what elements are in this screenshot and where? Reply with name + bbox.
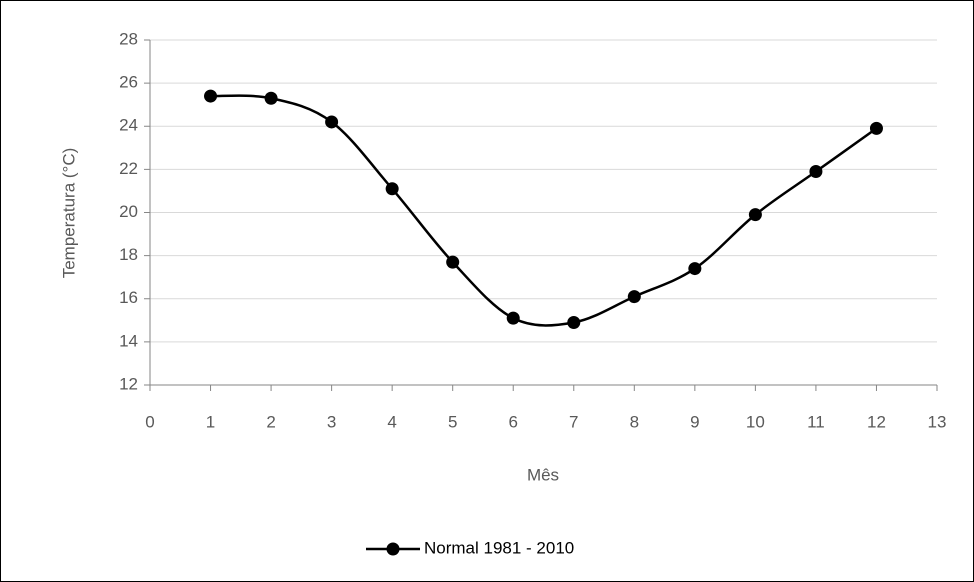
y-tick-label: 22	[119, 159, 138, 178]
y-tick-label: 26	[119, 73, 138, 92]
y-tick-label: 16	[119, 288, 138, 307]
y-tick-label: 28	[119, 29, 138, 48]
data-point	[567, 315, 581, 329]
x-tick-label: 2	[266, 412, 275, 431]
x-tick-label: 0	[145, 412, 154, 431]
x-axis-label: Mês	[527, 465, 559, 484]
y-tick-label: 24	[119, 116, 138, 135]
data-point	[385, 182, 399, 196]
legend-marker	[386, 542, 400, 556]
x-tick-label: 12	[867, 412, 886, 431]
data-point	[748, 208, 762, 222]
legend-label: Normal 1981 - 2010	[424, 538, 574, 557]
x-tick-label: 13	[928, 412, 947, 431]
data-point	[506, 311, 520, 325]
data-point	[688, 262, 702, 276]
data-point	[809, 165, 823, 179]
x-tick-label: 9	[690, 412, 699, 431]
x-tick-label: 11	[807, 412, 825, 431]
y-tick-label: 18	[119, 245, 138, 264]
y-axis-label: Temperatura (°C)	[59, 148, 78, 279]
y-tick-label: 12	[119, 374, 138, 393]
data-point	[204, 89, 218, 103]
y-tick-label: 20	[119, 202, 138, 221]
y-tick-label: 14	[119, 331, 138, 350]
data-point	[446, 255, 460, 269]
data-point	[869, 121, 883, 135]
data-point	[627, 290, 641, 304]
x-tick-label: 3	[327, 412, 336, 431]
x-tick-label: 8	[630, 412, 639, 431]
x-tick-label: 1	[206, 412, 215, 431]
x-tick-label: 10	[746, 412, 765, 431]
x-tick-label: 7	[569, 412, 578, 431]
x-tick-label: 6	[508, 412, 517, 431]
x-tick-label: 4	[387, 412, 396, 431]
data-point	[264, 91, 278, 105]
x-tick-label: 5	[448, 412, 457, 431]
data-point	[325, 115, 339, 129]
